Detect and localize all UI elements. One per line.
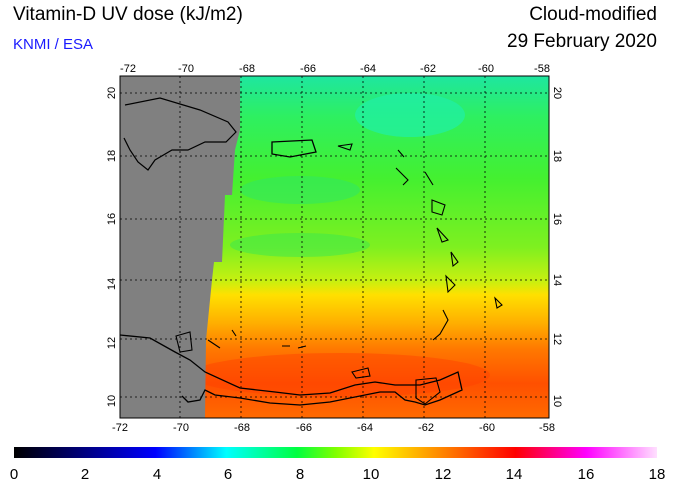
coastline-hispaniola [123,97,237,171]
lon-tick-label: -60 [478,63,494,75]
lon-tick-label: -64 [357,422,373,434]
colorbar-tick-label: 16 [578,466,595,483]
colorbar-tick-label: 0 [10,466,18,483]
map-frame [119,75,550,419]
lon-tick-label: -72 [112,422,128,434]
lat-axis-right: 10 12 14 16 18 20 [551,87,563,407]
colorbar-tick-label: 10 [363,466,380,483]
mode-label: Cloud-modified [529,4,657,25]
green-patch [230,233,370,257]
lat-axis-left: 10 12 14 16 18 20 [106,87,118,407]
lon-tick-label: -64 [360,63,376,75]
lat-tick-label: 14 [106,278,118,290]
lat-tick-label: 10 [106,395,118,407]
lon-tick-label: -58 [539,422,555,434]
colorbar-tick-label: 18 [649,466,666,483]
lat-tick-label: 20 [106,87,118,99]
lon-tick-label: -62 [418,422,434,434]
colorbar-tick-label: 2 [81,466,89,483]
colorbar-tick-label: 14 [506,466,523,483]
colorbar-tick-label: 4 [153,466,161,483]
coastline-puerto-rico [271,139,317,158]
colorbar-gradient [14,447,657,458]
map-grid [120,76,549,418]
lon-tick-label: -68 [239,63,255,75]
lat-tick-label: 16 [551,213,563,225]
green-patch [240,176,360,204]
lon-tick-label: -70 [178,63,194,75]
lon-tick-label: -70 [173,422,189,434]
lon-tick-label: -62 [420,63,436,75]
date-label: 29 February 2020 [507,31,657,52]
lon-axis-top: -72 -70 -68 -66 -64 -62 -60 -58 [120,63,550,75]
lon-tick-label: -60 [479,422,495,434]
lat-tick-label: 20 [551,87,563,99]
map-title: Vitamin-D UV dose (kJ/m2) [13,4,243,25]
lat-tick-label: 16 [106,213,118,225]
lat-tick-label: 18 [551,150,563,162]
lat-tick-label: 12 [551,333,563,345]
colorbar-tick-label: 8 [296,466,304,483]
colorbar-tick-label: 12 [435,466,452,483]
coastline-curacao [175,329,237,353]
coastline-south-america [120,334,463,406]
credit-label: KNMI / ESA [13,36,94,53]
lat-tick-label: 12 [106,337,118,349]
lat-tick-label: 18 [106,150,118,162]
lat-tick-label: 10 [551,395,563,407]
lon-axis-bottom: -72 -70 -68 -66 -64 -62 -60 -58 [112,422,555,434]
green-patch [355,93,465,137]
lon-tick-label: -66 [296,422,312,434]
coastline-islands [337,143,503,341]
lon-tick-label: -72 [120,63,136,75]
uv-dose-map: -72 -70 -68 -66 -64 -62 -60 -58 -72 -70 … [106,63,563,434]
coastline-trinidad [415,377,441,405]
colorbar-tick-label: 6 [224,466,232,483]
lon-tick-label: -68 [234,422,250,434]
lat-tick-label: 14 [551,274,563,286]
lon-tick-label: -58 [534,63,550,75]
red-patch [190,353,490,397]
lon-tick-label: -66 [300,63,316,75]
